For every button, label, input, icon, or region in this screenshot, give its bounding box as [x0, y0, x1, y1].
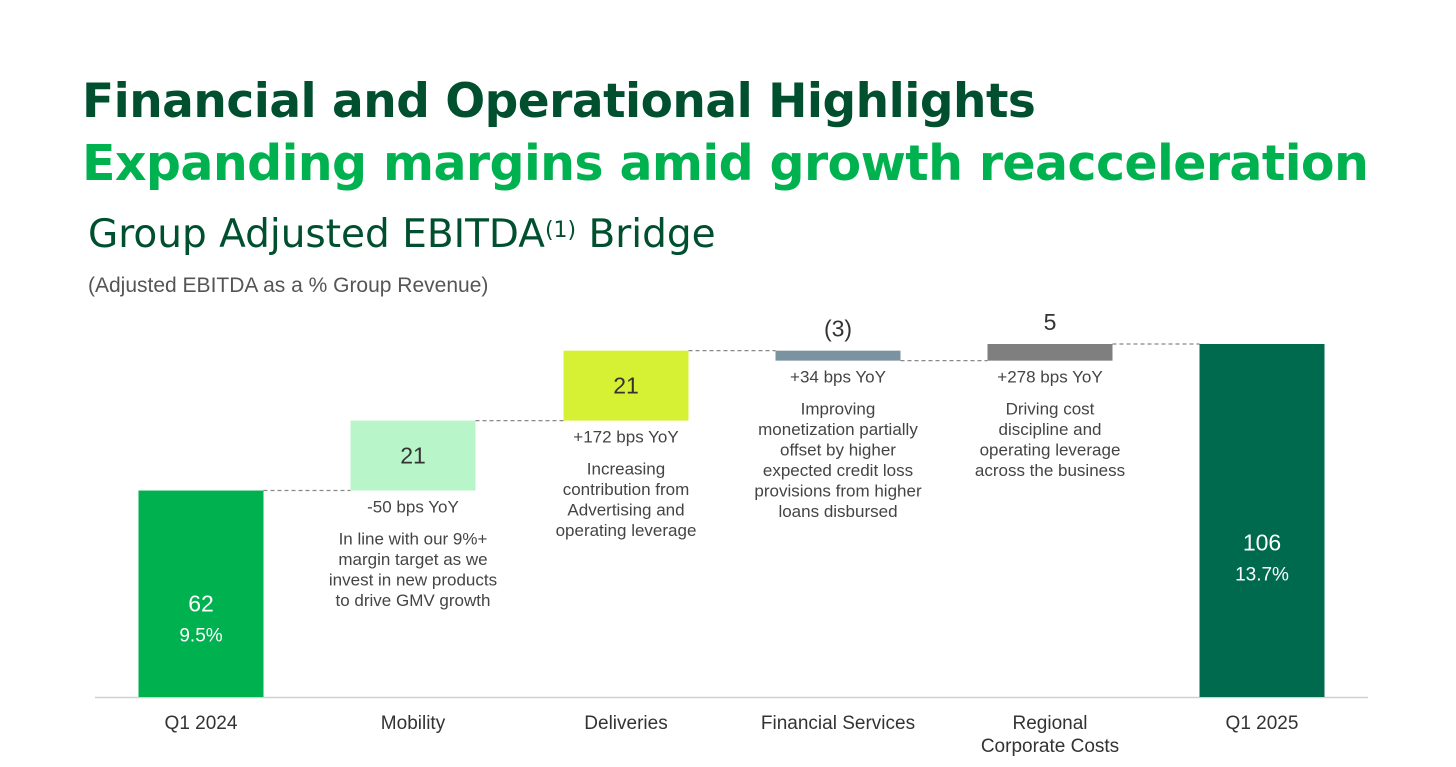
chart-title-main: Group Adjusted EBITDA: [88, 212, 545, 257]
bar-bps-label-1: -50 bps YoY: [367, 498, 459, 517]
x-tick-label-0-0: Q1 2024: [165, 713, 238, 734]
bar-note-line-4-1: discipline and: [998, 420, 1101, 439]
bar-1: [350, 420, 476, 491]
bar-note-line-1-0: In line with our 9%+: [339, 530, 488, 549]
bar-0: [138, 490, 264, 697]
bar-note-line-3-5: loans disbursed: [778, 502, 897, 521]
x-tick-label-2-0: Deliveries: [584, 713, 667, 734]
bar-note-line-2-3: operating leverage: [556, 521, 697, 540]
bar-value-label-5: 106: [1243, 530, 1281, 556]
bar-note-line-4-3: across the business: [975, 461, 1125, 480]
bar-pct-label-5: 13.7%: [1235, 565, 1289, 586]
bar-2: [563, 350, 689, 421]
x-tick-label-5-0: Q1 2025: [1226, 713, 1299, 734]
bar-value-label-2: 21: [613, 373, 639, 399]
bar-note-line-2-1: contribution from: [563, 480, 690, 499]
page-title: Financial and Operational Highlights: [82, 74, 1036, 129]
bar-4: [987, 344, 1113, 361]
bar-note-line-3-4: provisions from higher: [754, 482, 922, 501]
bar-note-line-1-1: margin target as we: [338, 550, 487, 569]
x-tick-label-4-1: Corporate Costs: [981, 736, 1119, 757]
x-tick-label-1-0: Mobility: [381, 713, 446, 734]
bar-bps-label-4: +278 bps YoY: [997, 368, 1102, 387]
bar-note-line-3-3: expected credit loss: [763, 461, 913, 480]
bar-pct-label-0: 9.5%: [179, 625, 222, 646]
chart-note: (Adjusted EBITDA as a % Group Revenue): [88, 274, 489, 297]
bar-note-line-2-0: Increasing: [587, 460, 665, 479]
bar-note-line-3-0: Improving: [801, 400, 876, 419]
x-tick-label-3-0: Financial Services: [761, 713, 915, 734]
chart-title-footnote: (1): [544, 218, 577, 243]
bar-value-label-4: 5: [1044, 309, 1057, 335]
chart-title: Group Adjusted EBITDA(1) Bridge: [88, 208, 716, 262]
bar-value-label-3: (3): [824, 316, 852, 342]
bar-note-line-3-2: offset by higher: [780, 441, 896, 460]
bar-3: [775, 350, 901, 361]
bar-note-line-1-2: invest in new products: [329, 571, 497, 590]
bar-5: [1199, 344, 1325, 697]
bar-note-line-3-1: monetization partially: [758, 420, 918, 439]
bar-note-line-4-2: operating leverage: [980, 441, 1121, 460]
bar-note-line-2-2: Advertising and: [567, 501, 684, 520]
x-tick-label-4-0: Regional: [1013, 713, 1088, 734]
bar-value-label-1: 21: [400, 443, 426, 469]
chart-title-end: Bridge: [588, 212, 716, 257]
bar-value-label-0: 62: [188, 590, 214, 616]
bar-bps-label-3: +34 bps YoY: [790, 368, 886, 387]
bar-bps-label-2: +172 bps YoY: [573, 428, 678, 447]
bar-note-line-1-3: to drive GMV growth: [336, 591, 491, 610]
bar-note-line-4-0: Driving cost: [1006, 400, 1095, 419]
page-subtitle: Expanding margins amid growth reaccelera…: [82, 135, 1369, 192]
